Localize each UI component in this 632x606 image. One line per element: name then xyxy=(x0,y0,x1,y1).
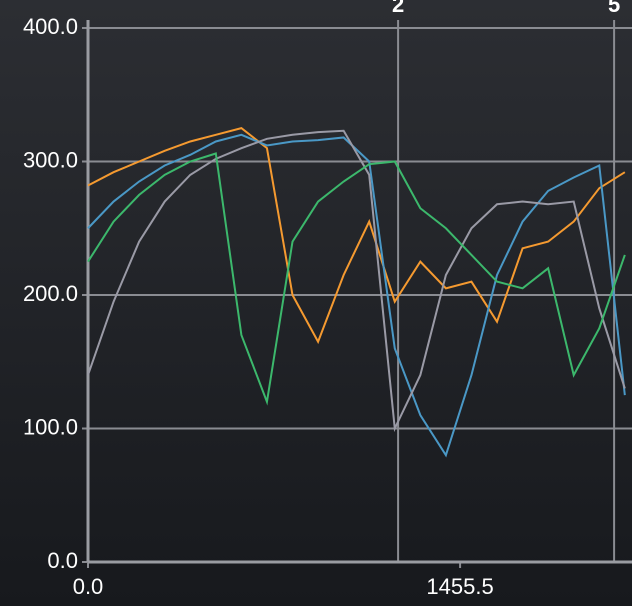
y-tick-label: 400.0 xyxy=(23,14,78,39)
series-line xyxy=(87,152,626,406)
x-tick-label: 1455.5 xyxy=(426,574,493,599)
y-tick-label: 100.0 xyxy=(23,414,78,439)
series-line xyxy=(87,129,626,433)
series-line xyxy=(87,127,626,345)
marker-label: 5 xyxy=(608,0,620,17)
y-tick-label: 200.0 xyxy=(23,281,78,306)
y-tick-label: 300.0 xyxy=(23,147,78,172)
series-line xyxy=(87,133,626,458)
y-tick-label: 0.0 xyxy=(47,548,78,573)
x-tick-label: 0.0 xyxy=(73,574,104,599)
marker-label: 2 xyxy=(392,0,404,17)
